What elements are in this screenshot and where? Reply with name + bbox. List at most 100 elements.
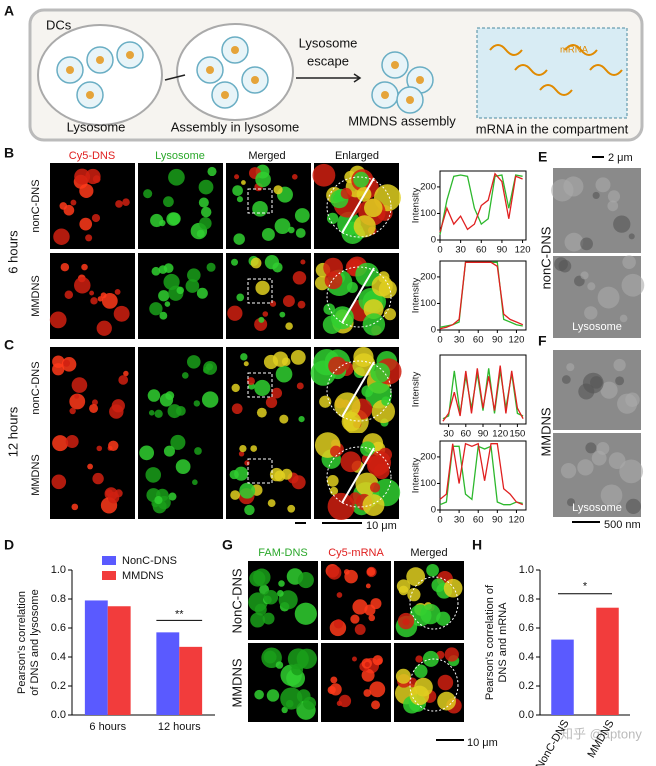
signal: [319, 395, 332, 408]
y-axis-label: Pearson's correlation of: [484, 584, 496, 700]
tem-texture: [591, 450, 607, 466]
signal: [63, 359, 71, 367]
signal: [85, 234, 93, 242]
signal: [282, 295, 295, 308]
signal: [252, 200, 268, 217]
tem-texture: [600, 484, 623, 507]
x-tick-label: 120: [492, 429, 508, 440]
signal: [201, 391, 219, 408]
signal: [60, 262, 70, 272]
signal: [90, 297, 98, 305]
signal: [193, 400, 201, 407]
signal: [341, 411, 362, 432]
x-tick-label: 0: [437, 335, 442, 346]
nanostructure-core: [406, 96, 414, 104]
signal: [296, 382, 304, 390]
signal: [279, 414, 289, 424]
signal: [444, 647, 459, 662]
signal: [255, 280, 270, 295]
signal: [236, 293, 245, 302]
cell-outline: [326, 446, 392, 508]
y-tick-label: 200: [420, 271, 436, 282]
signal: [65, 435, 79, 448]
signal: [274, 218, 291, 234]
x-tick-label: 12 hours: [158, 721, 201, 733]
cell-outline: [326, 266, 392, 328]
tem-texture: [619, 459, 644, 484]
intensity-line: [439, 445, 523, 506]
signal: [371, 275, 393, 297]
signal: [181, 372, 189, 379]
signal: [291, 663, 304, 676]
signal: [74, 168, 91, 185]
signal: [91, 399, 98, 406]
y-tick-label: 200: [420, 451, 436, 462]
legend-swatch: [102, 556, 116, 565]
inset-label: Lysosome: [572, 502, 622, 514]
signal: [145, 467, 162, 483]
signal: [203, 360, 218, 375]
signal: [285, 322, 293, 330]
panel-letter: C: [4, 337, 14, 353]
signal: [109, 404, 124, 419]
column-header: Lysosome: [155, 150, 205, 162]
column-header: FAM-DNS: [258, 547, 308, 559]
tem-texture: [564, 232, 584, 252]
y-tick-label: 0.2: [51, 680, 66, 692]
bar: [179, 646, 203, 715]
signal: [407, 588, 421, 602]
signal: [163, 445, 175, 457]
signal: [196, 229, 205, 238]
tem-texture: [625, 392, 640, 407]
signal: [266, 689, 280, 702]
y-tick-label: 0: [431, 235, 436, 246]
label: escape: [307, 53, 349, 68]
tem-texture: [585, 442, 597, 454]
row-label: nonC-DNS: [30, 179, 42, 232]
y-tick-label: 0.4: [51, 651, 66, 663]
signal: [372, 655, 383, 666]
x-tick-label: 60: [461, 429, 472, 440]
x-tick-label: 150: [509, 429, 525, 440]
x-tick-label: 120: [509, 335, 525, 346]
micrograph: [138, 347, 223, 433]
tem-texture: [577, 459, 594, 476]
signal: [233, 233, 245, 245]
x-tick-label: 60: [476, 245, 487, 256]
signal: [168, 168, 185, 186]
signal: [158, 290, 170, 302]
signal: [366, 567, 376, 576]
signal: [143, 189, 153, 199]
signal: [52, 435, 69, 452]
signal: [159, 393, 174, 407]
mrna-strand: [539, 84, 573, 96]
signal: [154, 496, 163, 505]
signal: [273, 185, 283, 195]
signal: [255, 171, 271, 188]
signal: [327, 565, 342, 580]
x-tick-label: 30: [455, 245, 466, 256]
signal: [291, 173, 298, 180]
scale-label: 10 μm: [366, 520, 397, 532]
signal: [414, 664, 428, 678]
y-tick-label: 0.4: [519, 651, 534, 663]
panel-letter: D: [4, 537, 14, 553]
signal: [108, 440, 119, 451]
signal: [150, 213, 164, 228]
y-axis-label: Intensity: [411, 458, 422, 494]
signal: [258, 316, 265, 323]
nanostructure-core: [206, 66, 214, 74]
label: mRNA: [560, 45, 589, 56]
signal: [147, 389, 161, 402]
signal: [275, 365, 293, 383]
signal: [123, 370, 129, 377]
plot-frame: [439, 440, 527, 511]
signal: [96, 445, 103, 452]
signal: [363, 689, 372, 697]
signal: [164, 301, 171, 307]
signal: [265, 396, 278, 409]
signal: [322, 315, 342, 335]
signal: [71, 377, 88, 393]
signal: [81, 263, 88, 271]
